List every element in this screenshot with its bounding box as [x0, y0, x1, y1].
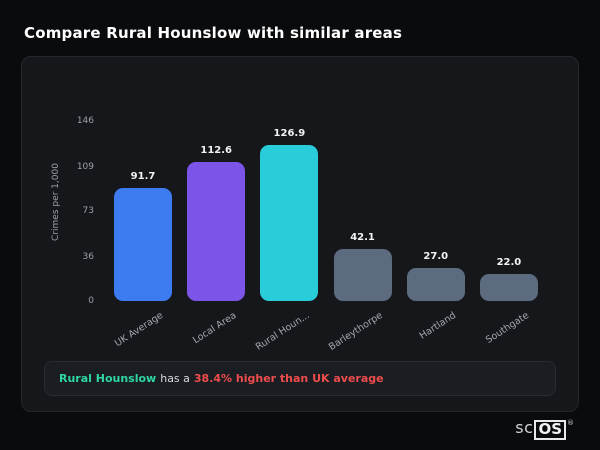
- x-axis-label: Barleythorpe: [326, 310, 385, 353]
- y-axis-ticks: 146 109 73 36 0: [72, 116, 98, 306]
- bar-group: 126.9 Rural Houn...: [254, 121, 319, 353]
- y-axis-title: Crimes per 1,000: [51, 163, 61, 241]
- bar-value-label: 42.1: [350, 232, 375, 244]
- logo-prefix: sc: [515, 418, 534, 437]
- comparison-note: Rural Hounslow has a 38.4% higher than U…: [44, 361, 556, 396]
- registered-mark-icon: ®: [567, 419, 574, 427]
- bar-value-label: 126.9: [273, 127, 306, 139]
- bar: [260, 144, 319, 301]
- bar-group: 27.0 Hartland: [406, 121, 465, 342]
- note-stat: 38.4% higher than UK average: [193, 372, 384, 385]
- logo-suffix: OS: [534, 420, 566, 440]
- x-axis-label: Local Area: [190, 310, 239, 347]
- x-axis-label: Rural Houn...: [253, 310, 312, 353]
- bar-value-label: 27.0: [423, 250, 449, 262]
- bar: [187, 162, 246, 301]
- x-axis-label: Southgate: [483, 310, 531, 346]
- bar: [333, 249, 392, 301]
- note-middle: has a: [160, 372, 190, 385]
- x-axis-label: Hartland: [417, 310, 458, 342]
- bar: [114, 187, 172, 301]
- bar-group: 112.6 Local Area: [187, 121, 246, 346]
- y-tick-label: 0: [88, 296, 94, 306]
- bar-value-label: 91.7: [130, 170, 156, 182]
- chart-card: Crimes per 1,000 146 109 73 36 0 91.7 UK Aver…: [21, 56, 579, 412]
- plot-area: 91.7 UK Average 112.6 Local Area 126.9 Rural …: [106, 121, 546, 353]
- page-title: Compare Rural Hounslow with similar area…: [24, 24, 403, 42]
- y-tick-label: 109: [76, 161, 94, 172]
- bar-chart: Crimes per 1,000 146 109 73 36 0 91.7 UK Aver…: [44, 77, 556, 353]
- bar: [406, 267, 465, 301]
- footer: sc OS ®: [0, 412, 600, 440]
- bar: [479, 273, 538, 301]
- bar-group: 42.1 Barleythorpe: [327, 121, 392, 353]
- bar-value-label: 22.0: [496, 256, 522, 268]
- bar-value-label: 112.6: [200, 145, 232, 157]
- y-tick-label: 73: [82, 206, 94, 216]
- note-subject: Rural Hounslow: [59, 372, 157, 385]
- bar-group: 91.7 UK Average: [113, 121, 172, 349]
- x-axis-label: UK Average: [112, 310, 165, 350]
- y-tick-label: 146: [76, 116, 94, 126]
- scos-logo: sc OS ®: [515, 420, 574, 440]
- bar-group: 22.0 Southgate: [479, 121, 538, 346]
- y-tick-label: 36: [82, 251, 94, 262]
